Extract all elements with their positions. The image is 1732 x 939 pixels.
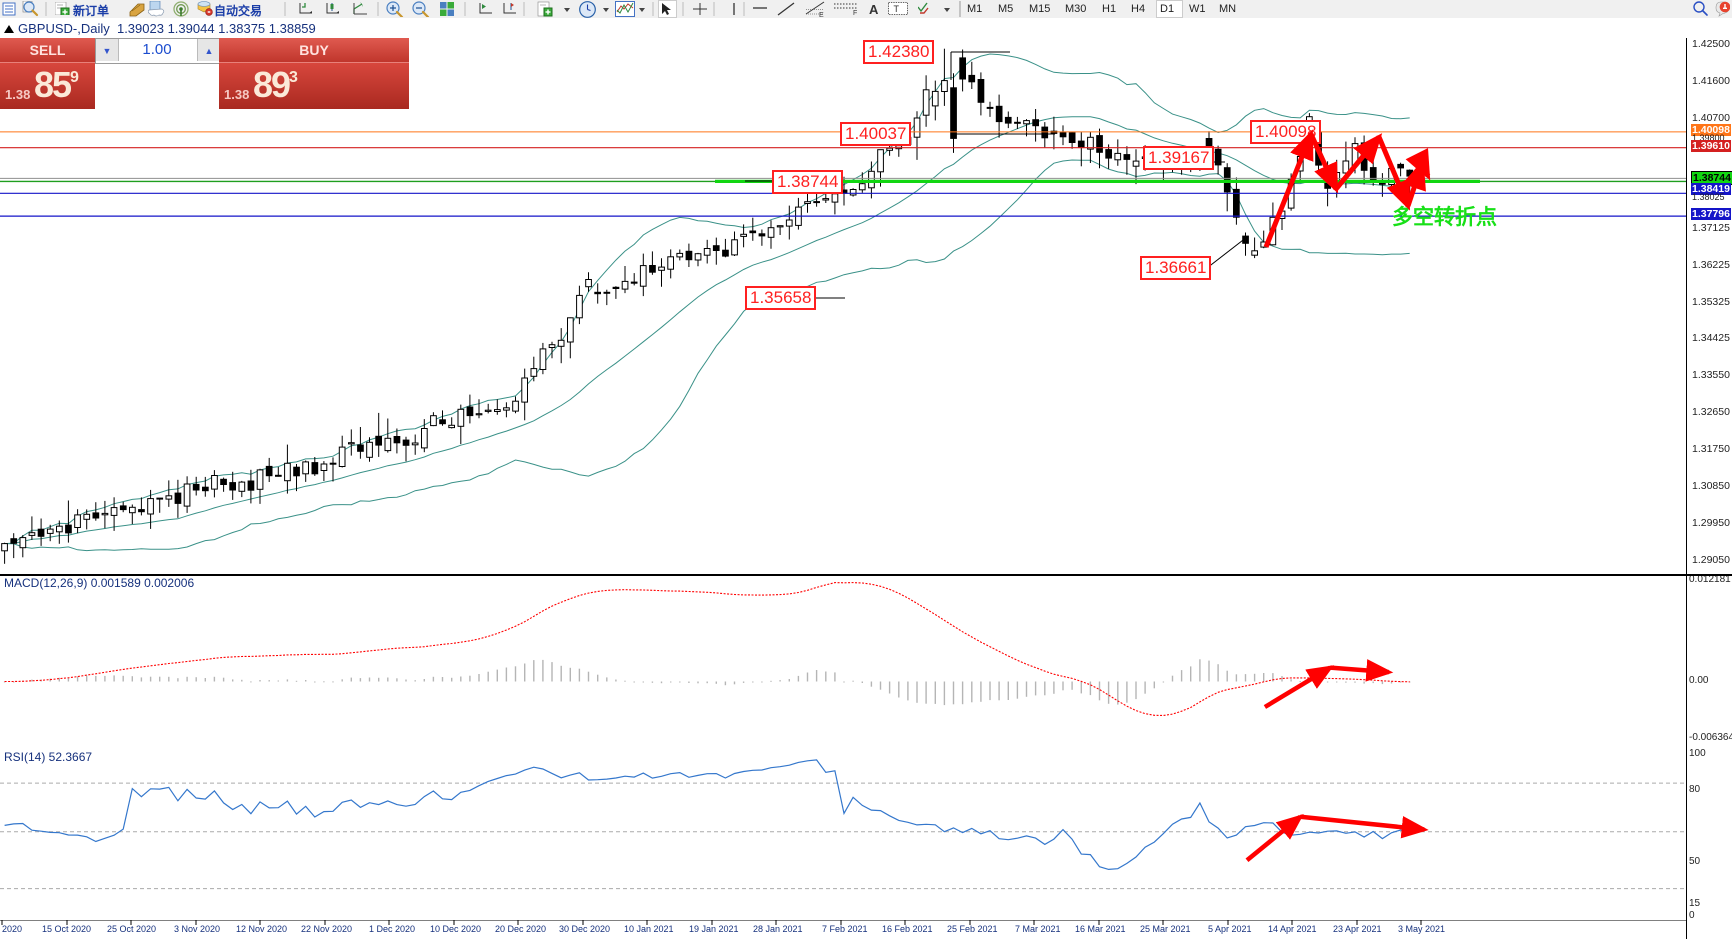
svg-text:F: F	[853, 10, 857, 15]
svg-text:E: E	[819, 12, 824, 17]
svg-text:T: T	[894, 4, 900, 14]
